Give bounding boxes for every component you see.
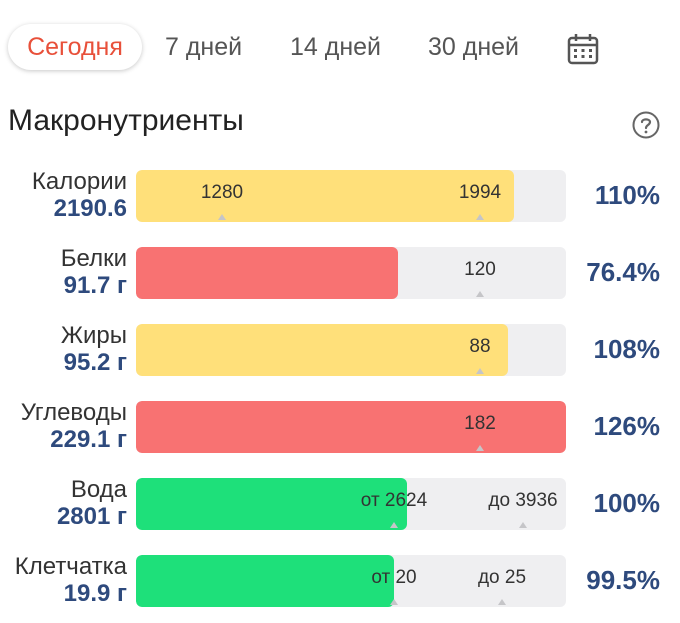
period-tabs: Сегодня 7 дней 14 дней 30 дней — [8, 24, 680, 74]
target-label: до 3936 — [488, 490, 558, 511]
target-label: 182 — [464, 413, 496, 434]
macro-name: Белки — [60, 245, 127, 272]
macro-percent: 108% — [593, 334, 661, 364]
target-label: 88 — [469, 336, 491, 357]
macro-percent: 126% — [593, 411, 661, 441]
target-marker: 120 — [440, 247, 520, 299]
target-marker: 1994 — [440, 170, 520, 222]
tab-today[interactable]: Сегодня — [8, 24, 142, 70]
macro-label: Клетчатка 19.9 г — [15, 553, 127, 607]
macro-value: 19.9 г — [63, 580, 127, 607]
tab-30-days[interactable]: 30 дней — [428, 33, 520, 61]
target-label: от 2624 — [360, 490, 428, 511]
macro-percent: 76.4% — [586, 257, 660, 287]
target-label: от 20 — [371, 567, 417, 588]
target-marker: от 2624 — [354, 478, 434, 530]
progress-track: 182 — [136, 401, 566, 453]
progress-fill — [136, 324, 508, 376]
target-marker: от 20 — [354, 555, 434, 607]
marker-triangle-icon — [519, 522, 527, 528]
progress-track: от 20 до 25 — [136, 555, 566, 607]
target-label: 120 — [464, 259, 496, 280]
macro-label: Калории 2190.6 — [32, 168, 127, 222]
macro-name: Углеводы — [20, 399, 127, 426]
macro-percent: 110% — [594, 180, 660, 210]
marker-triangle-icon — [218, 214, 226, 220]
macro-label: Углеводы 229.1 г — [21, 399, 127, 453]
target-label: до 25 — [477, 567, 527, 588]
target-marker: 88 — [440, 324, 520, 376]
macro-row[interactable]: Белки 91.7 г 120 76.4% — [0, 245, 680, 299]
target-label: 1994 — [458, 182, 502, 203]
macro-row[interactable]: Вода 2801 г от 2624 до 3936 100% — [0, 476, 680, 530]
target-label: 1280 — [200, 182, 244, 203]
macro-value: 2801 г — [56, 503, 127, 530]
section-title: Макронутриенты — [8, 104, 244, 137]
macro-name: Калории — [31, 168, 127, 195]
macro-value: 95.2 г — [63, 349, 127, 376]
marker-triangle-icon — [476, 291, 484, 297]
target-marker: 1280 — [182, 170, 262, 222]
marker-triangle-icon — [498, 599, 506, 605]
macro-label: Белки 91.7 г — [61, 245, 127, 299]
macro-row[interactable]: Калории 2190.6 1280 1994 110% — [0, 168, 680, 222]
marker-triangle-icon — [476, 368, 484, 374]
help-circle-icon[interactable] — [631, 110, 661, 140]
marker-triangle-icon — [390, 522, 398, 528]
target-marker: 182 — [440, 401, 520, 453]
progress-track: от 2624 до 3936 — [136, 478, 566, 530]
macro-value: 91.7 г — [63, 272, 127, 299]
progress-fill — [136, 170, 514, 222]
target-marker: до 25 — [462, 555, 542, 607]
progress-track: 88 — [136, 324, 566, 376]
calendar-icon[interactable] — [566, 32, 600, 66]
marker-triangle-icon — [476, 445, 484, 451]
macro-name: Клетчатка — [14, 553, 127, 580]
target-marker: до 3936 — [483, 478, 563, 530]
macro-name: Жиры — [60, 322, 127, 349]
progress-track: 120 — [136, 247, 566, 299]
macro-row[interactable]: Жиры 95.2 г 88 108% — [0, 322, 680, 376]
progress-track: 1280 1994 — [136, 170, 566, 222]
macro-name: Вода — [70, 476, 127, 503]
tab-14-days[interactable]: 14 дней — [290, 33, 382, 61]
macro-percent: 100% — [593, 488, 661, 518]
macro-row[interactable]: Клетчатка 19.9 г от 20 до 25 99.5% — [0, 553, 680, 607]
marker-triangle-icon — [476, 214, 484, 220]
macro-label: Вода 2801 г — [57, 476, 127, 530]
macro-row[interactable]: Углеводы 229.1 г 182 126% — [0, 399, 680, 453]
progress-fill — [136, 247, 398, 299]
macro-percent: 99.5% — [586, 565, 660, 595]
macro-value: 2190.6 — [53, 195, 127, 222]
progress-fill — [136, 401, 566, 453]
progress-fill — [136, 478, 407, 530]
macro-value: 229.1 г — [50, 426, 127, 453]
macro-label: Жиры 95.2 г — [61, 322, 127, 376]
progress-fill — [136, 555, 394, 607]
marker-triangle-icon — [390, 599, 398, 605]
tab-7-days[interactable]: 7 дней — [165, 33, 243, 61]
